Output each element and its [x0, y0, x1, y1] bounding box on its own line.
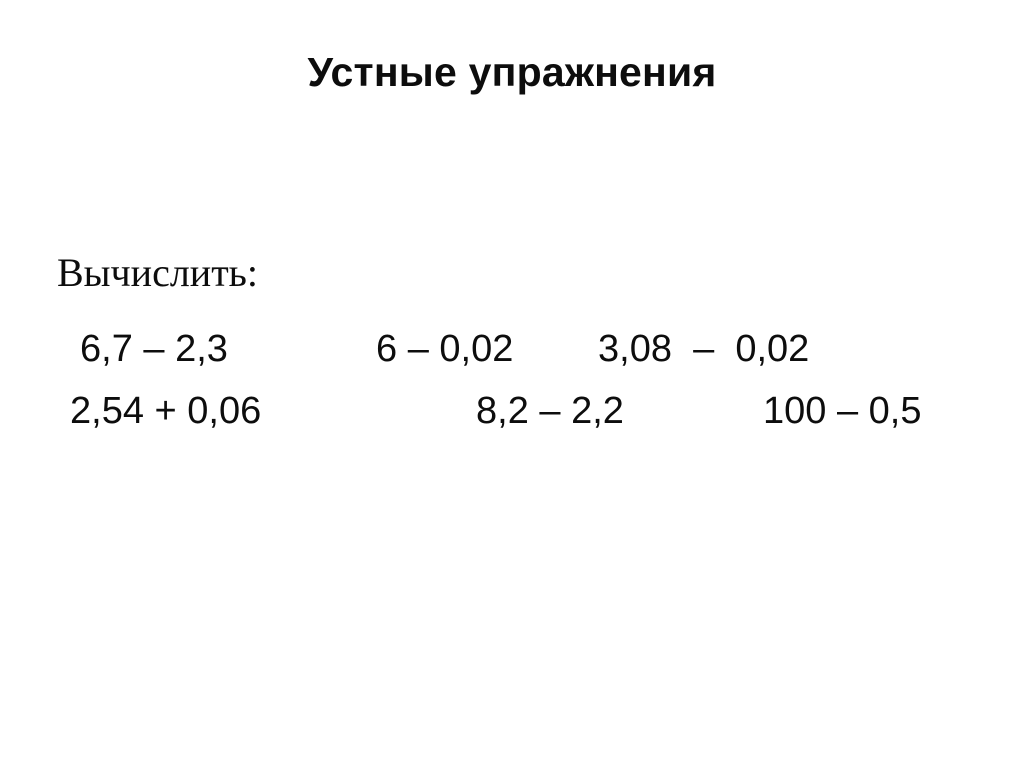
expression-item: 6 – 0,02	[376, 328, 514, 370]
expression-item: 8,2 – 2,2	[476, 390, 624, 432]
expression-item: 6,7 – 2,3	[80, 328, 228, 370]
expression-item: 3,08 – 0,02	[598, 328, 810, 370]
prompt-label: Вычислить:	[57, 250, 259, 295]
expression-item: 100 – 0,5	[763, 390, 922, 432]
expression-item: 2,54 + 0,06	[70, 390, 262, 432]
expression-row: 2,54 + 0,06 8,2 – 2,2 100 – 0,5	[0, 388, 1024, 434]
expression-row: 6,7 – 2,3 6 – 0,02 3,08 – 0,02	[0, 326, 1024, 372]
page-title: Устные упражнения	[307, 49, 717, 95]
